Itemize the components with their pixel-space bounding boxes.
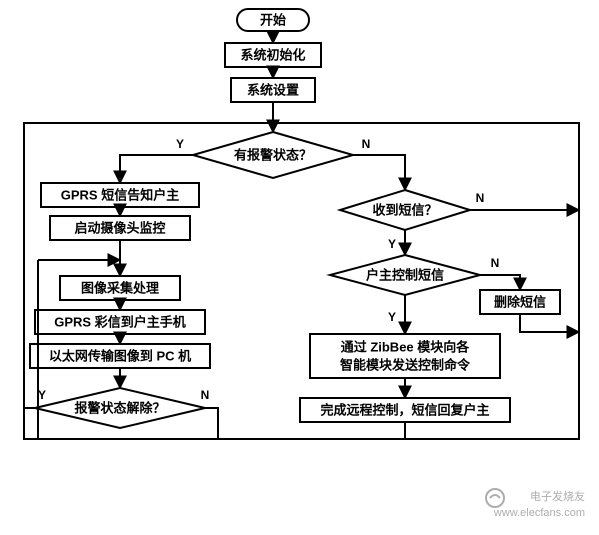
edge-label: Y <box>176 137 184 151</box>
edge-del-out <box>520 314 579 332</box>
node-label: 户主控制短信 <box>366 267 444 282</box>
node-label: 系统初始化 <box>240 47 305 62</box>
node-label: 开始 <box>260 12 286 27</box>
node-label: 启动摄像头监控 <box>74 220 165 235</box>
node-init: 系统初始化 <box>225 43 321 67</box>
watermark-url: www.elecfans.com <box>493 507 585 519</box>
edge-alarm-n <box>353 155 405 190</box>
edge-alarm-y <box>120 155 193 183</box>
node-label: 图像采集处理 <box>81 280 159 295</box>
edge-label: Y <box>388 237 396 251</box>
node-start: 开始 <box>237 9 309 31</box>
node-alarm-clear: 报警状态解除？ <box>35 388 205 428</box>
edge-label: Y <box>38 388 46 402</box>
node-owner-ctrl: 户主控制短信 <box>330 255 480 295</box>
node-label: 报警状态解除？ <box>74 400 165 415</box>
node-del-sms: 删除短信 <box>480 290 560 314</box>
edge-label: N <box>362 137 371 151</box>
edge-owner-n <box>480 275 520 290</box>
node-label: 完成远程控制，短信回复户主 <box>320 402 489 417</box>
watermark-text: 电子发烧友 <box>530 489 585 503</box>
node-done: 完成远程控制，短信回复户主 <box>300 398 510 422</box>
node-start-cam: 启动摄像头监控 <box>50 216 190 240</box>
node-label: 以太网传输图像到 PC 机 <box>49 348 191 363</box>
node-label: 删除短信 <box>494 294 546 309</box>
node-gprs-sms: GPRS 短信告知户主 <box>41 183 199 207</box>
edge-label: Y <box>388 310 396 324</box>
node-label: GPRS 彩信到户主手机 <box>54 314 185 329</box>
watermark: 电子发烧友 www.elecfans.com <box>486 489 585 519</box>
flowchart-root: 开始 系统初始化 系统设置 有报警状态？ Y N GPRS 短信告知户主 启动摄… <box>0 0 599 535</box>
edge-label: N <box>201 388 210 402</box>
node-label: GPRS 短信告知户主 <box>61 187 179 202</box>
node-label: 智能模块发送控制命令 <box>340 357 471 372</box>
node-recv-sms: 收到短信？ <box>340 190 470 230</box>
node-label: 有报警状态？ <box>234 147 312 162</box>
node-label: 系统设置 <box>247 82 299 97</box>
node-settings: 系统设置 <box>231 78 315 102</box>
node-zigbee: 通过 ZibBee 模块向各 智能模块发送控制命令 <box>310 334 500 378</box>
node-eth: 以太网传输图像到 PC 机 <box>30 344 210 368</box>
node-label: 收到短信？ <box>372 202 437 217</box>
edge-label: N <box>476 191 485 205</box>
node-alarm: 有报警状态？ <box>193 132 353 178</box>
edge-label: N <box>491 256 500 270</box>
node-img-proc: 图像采集处理 <box>60 276 180 300</box>
node-gprs-mms: GPRS 彩信到户主手机 <box>35 310 205 334</box>
node-label: 通过 ZibBee 模块向各 <box>341 339 471 354</box>
